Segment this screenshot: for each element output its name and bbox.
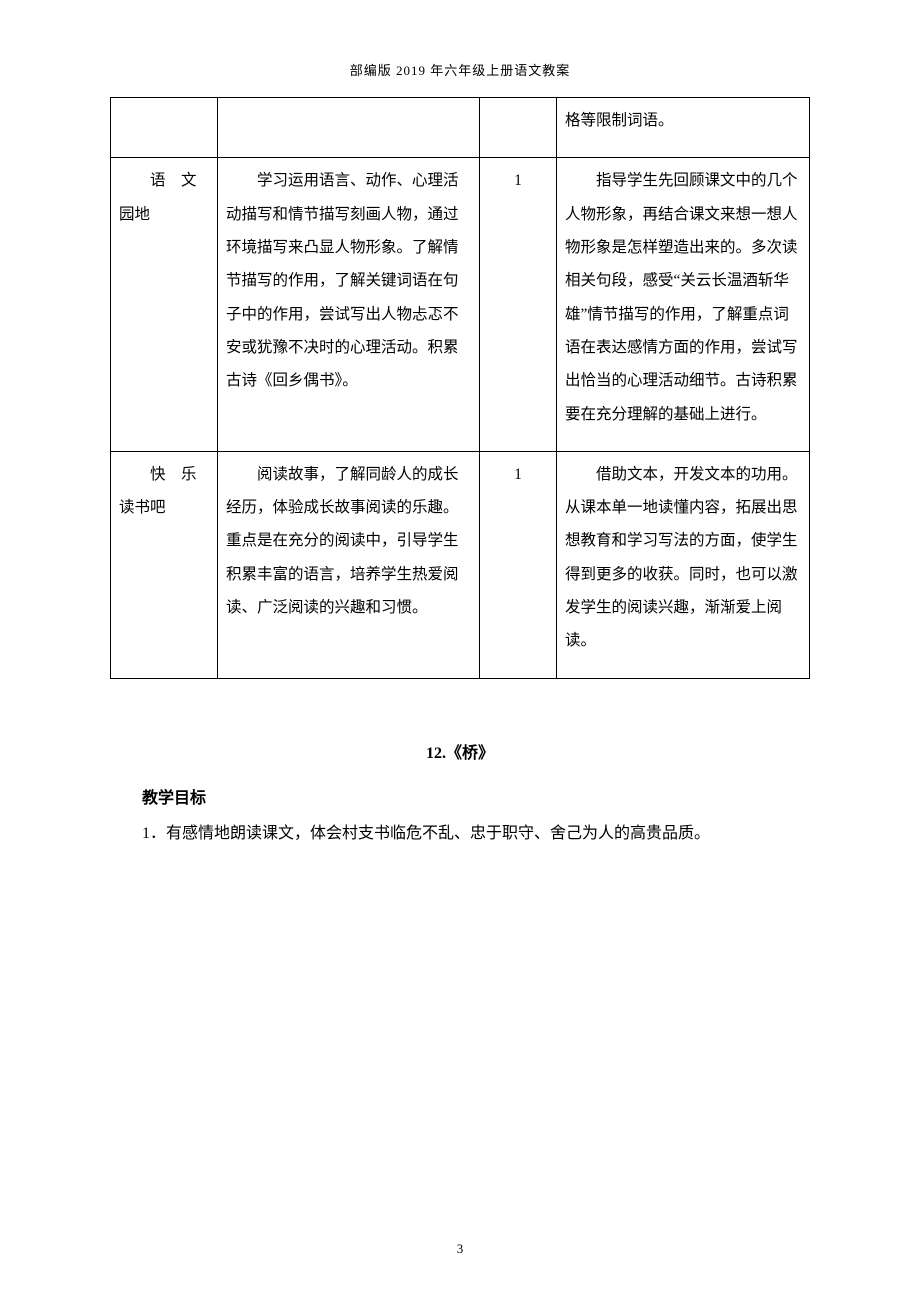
cell-guidance: 指导学生先回顾课文中的几个人物形象，再结合课文来想一想人物形象是怎样塑造出来的。… bbox=[557, 158, 810, 452]
table-row: 格等限制词语。 bbox=[111, 98, 810, 158]
content-table: 格等限制词语。 语 文 园地 学习运用语言、动作、心理活动描写和情节描写刻画人物… bbox=[110, 97, 810, 679]
page-number: 3 bbox=[110, 1241, 810, 1257]
cell-category: 语 文 园地 bbox=[111, 158, 218, 452]
category-line1: 快 乐 bbox=[119, 458, 209, 491]
cell-category: 快 乐 读书吧 bbox=[111, 451, 218, 678]
section-title: 12.《桥》 bbox=[110, 739, 810, 763]
page-header: 部编版 2019 年六年级上册语文教案 bbox=[110, 60, 810, 79]
cell-category bbox=[111, 98, 218, 158]
cell-hours bbox=[480, 98, 557, 158]
cell-hours: 1 bbox=[480, 158, 557, 452]
cell-content: 学习运用语言、动作、心理活动描写和情节描写刻画人物，通过环境描写来凸显人物形象。… bbox=[218, 158, 480, 452]
table-row: 语 文 园地 学习运用语言、动作、心理活动描写和情节描写刻画人物，通过环境描写来… bbox=[111, 158, 810, 452]
cell-content bbox=[218, 98, 480, 158]
category-line2: 读书吧 bbox=[119, 499, 166, 516]
section-heading: 教学目标 bbox=[110, 781, 810, 816]
cell-guidance: 借助文本，开发文本的功用。从课本单一地读懂内容，拓展出思想教育和学习写法的方面，… bbox=[557, 451, 810, 678]
category-line2: 园地 bbox=[119, 206, 150, 223]
body-section: 12.《桥》 教学目标 1．有感情地朗读课文，体会村支书临危不乱、忠于职守、舍己… bbox=[110, 739, 810, 851]
table-row: 快 乐 读书吧 阅读故事，了解同龄人的成长经历，体验成长故事阅读的乐趣。重点是在… bbox=[111, 451, 810, 678]
paragraph: 1．有感情地朗读课文，体会村支书临危不乱、忠于职守、舍己为人的高贵品质。 bbox=[110, 816, 810, 851]
cell-guidance: 格等限制词语。 bbox=[557, 98, 810, 158]
cell-content: 阅读故事，了解同龄人的成长经历，体验成长故事阅读的乐趣。重点是在充分的阅读中，引… bbox=[218, 451, 480, 678]
cell-hours: 1 bbox=[480, 451, 557, 678]
category-line1: 语 文 bbox=[119, 164, 209, 197]
